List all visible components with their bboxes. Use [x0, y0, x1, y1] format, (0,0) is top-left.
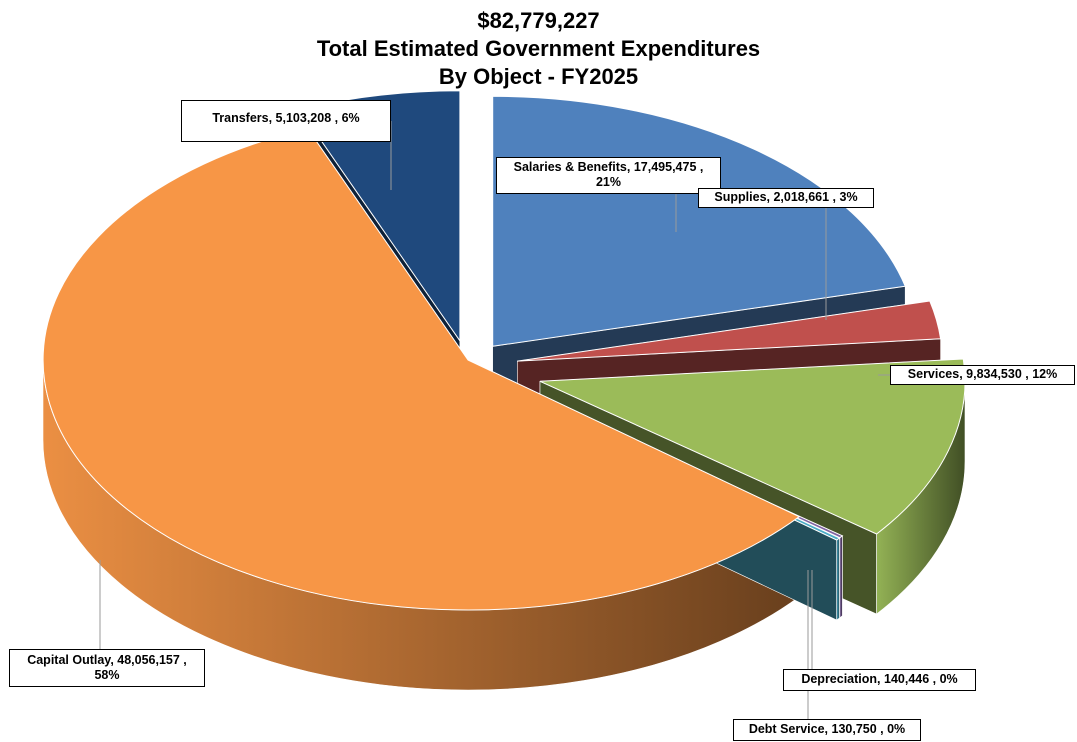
data-label-services: Services, 9,834,530 , 12%: [890, 365, 1075, 385]
data-label-depreciation: Depreciation, 140,446 , 0%: [783, 669, 976, 691]
data-label-transfers: Transfers, 5,103,208 , 6%: [181, 100, 391, 142]
data-label-capital-outlay: Capital Outlay, 48,056,157 , 58%: [9, 649, 205, 687]
chart-subtitle: By Object - FY2025: [438, 64, 639, 89]
data-label-debt-service: Debt Service, 130,750 , 0%: [733, 719, 921, 741]
slice-supplies: [517, 300, 942, 362]
data-label-supplies: Supplies, 2,018,661 , 3%: [698, 188, 874, 208]
slice-wall-depreciation: [836, 537, 840, 621]
slice-capital-outlay: [42, 127, 801, 611]
slice-wall-debt-service: [839, 535, 843, 619]
chart-title-total: $82,779,227: [477, 8, 600, 33]
data-label-salaries-benefits: Salaries & Benefits, 17,495,475 , 21%: [496, 157, 721, 194]
chart-title-main: Total Estimated Government Expenditures: [316, 36, 761, 61]
